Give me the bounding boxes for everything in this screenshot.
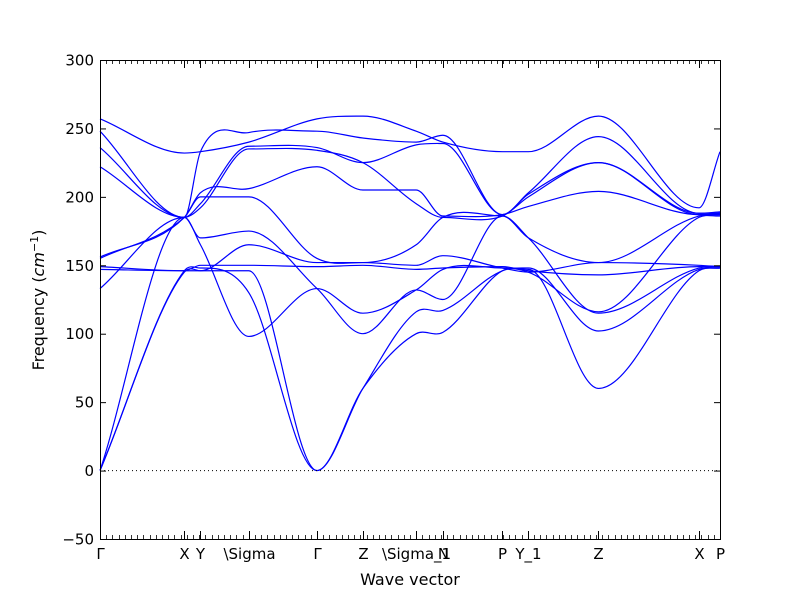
- x-tick-label: P: [498, 545, 507, 563]
- plot-frame: [100, 60, 721, 540]
- x-tick-label: \Sigma: [223, 545, 275, 563]
- dispersion-branch-7: [99, 196, 721, 264]
- y-tick-label: 50: [75, 394, 94, 412]
- dispersion-branch-3: [99, 215, 721, 471]
- x-tick-label: P: [716, 545, 725, 563]
- x-tick-label: X: [179, 545, 189, 563]
- dispersion-branch-4: [99, 214, 721, 338]
- x-tick-label: Z: [358, 545, 368, 563]
- x-tick-label: Z: [593, 545, 603, 563]
- dispersion-branch-10: [99, 142, 720, 218]
- y-tick-label: 0: [84, 462, 94, 480]
- x-tick-label: Γ: [96, 545, 105, 563]
- x-tick-label: N: [438, 545, 449, 563]
- x-tick-label: Y: [195, 545, 206, 563]
- y-axis-label: Frequency (cm−1): [28, 230, 48, 371]
- x-tick-label: \Sigma_1: [382, 545, 451, 564]
- x-tick-label: Y_1: [514, 545, 541, 564]
- y-tick-label: 200: [65, 188, 94, 206]
- dispersion-branch-1: [99, 267, 721, 472]
- dispersion-branch-2: [99, 266, 721, 472]
- dispersion-branch-12: [99, 115, 721, 209]
- x-axis-label: Wave vector: [360, 570, 460, 589]
- x-tick-label: X: [694, 545, 704, 563]
- dispersion-branch-6: [99, 244, 721, 273]
- y-tick-label: 300: [65, 52, 94, 70]
- y-tick-label: −50: [62, 531, 94, 549]
- dispersion-branch-5: [99, 264, 720, 276]
- y-tick-label: 250: [65, 120, 94, 138]
- dispersion-branch-11: [99, 129, 721, 218]
- y-tick-label: 150: [65, 257, 94, 275]
- dispersion-branch-8: [99, 166, 720, 258]
- dispersion-lines: [99, 115, 721, 472]
- y-tick-label: 100: [65, 325, 94, 343]
- x-tick-label: Γ: [313, 545, 322, 563]
